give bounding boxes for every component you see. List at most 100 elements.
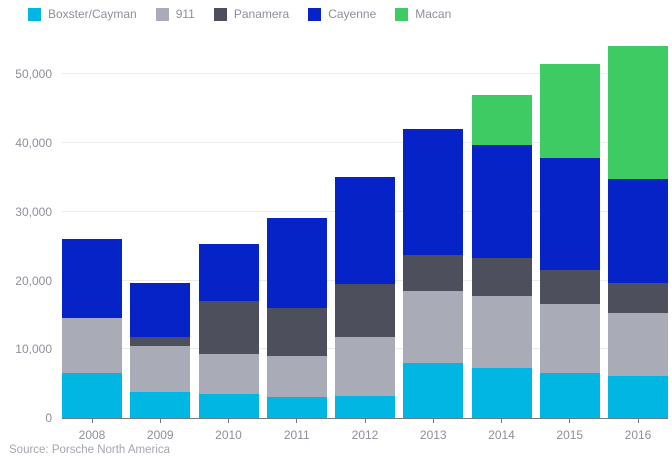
x-axis-cell-2013: 2013 bbox=[403, 419, 463, 442]
bar-segment-2014-panamera bbox=[471, 257, 532, 296]
x-axis-label-2012: 2012 bbox=[351, 428, 379, 442]
bar-segment-2011-panamera bbox=[266, 307, 327, 356]
x-axis: 2008 2009 2010 2011 2012 2013 2014 2015 2016 bbox=[62, 419, 668, 442]
bar-segment-2010-panamera bbox=[198, 301, 259, 355]
x-axis-tick-2011 bbox=[296, 419, 298, 423]
bar-2013 bbox=[403, 128, 464, 418]
bar-segment-2010-911 bbox=[198, 354, 259, 394]
bar-segment-2016-macan bbox=[608, 46, 668, 179]
bar-segment-2012-911 bbox=[335, 336, 395, 396]
bar-segment-2009-cayenne bbox=[130, 282, 191, 337]
x-axis-label-2013: 2013 bbox=[419, 428, 447, 442]
x-axis-cell-2016: 2016 bbox=[608, 419, 668, 442]
bars bbox=[62, 40, 668, 418]
legend: Boxster/Cayman 911 Panamera Cayenne Macan bbox=[28, 7, 451, 21]
bar-segment-2008-boxster-cayman bbox=[62, 373, 122, 418]
y-axis-labels: 0 10,000 20,000 30,000 40,000 50,000 bbox=[0, 40, 52, 424]
bar-segment-2014-boxster-cayman bbox=[471, 368, 532, 418]
bar-2010 bbox=[198, 244, 259, 418]
x-axis-label-2015: 2015 bbox=[556, 428, 584, 442]
legend-item-boxster-cayman: Boxster/Cayman bbox=[28, 7, 137, 21]
bar-segment-2015-911 bbox=[539, 303, 600, 373]
y-axis-label-40000: 40,000 bbox=[15, 136, 52, 151]
bar-segment-2014-cayenne bbox=[471, 145, 532, 258]
bar-2008 bbox=[62, 239, 122, 418]
legend-label: 911 bbox=[175, 7, 195, 21]
source-note: Source: Porsche North America bbox=[9, 444, 171, 456]
x-axis-cell-2008: 2008 bbox=[62, 419, 122, 442]
legend-label: Cayenne bbox=[328, 7, 377, 21]
x-axis-label-2014: 2014 bbox=[488, 428, 515, 442]
bar-segment-2015-panamera bbox=[539, 270, 600, 304]
legend-swatch-icon bbox=[308, 7, 322, 21]
y-axis-label-0: 0 bbox=[45, 411, 52, 425]
bar-segment-2008-cayenne bbox=[62, 239, 122, 318]
legend-swatch-icon bbox=[28, 7, 41, 21]
bar-segment-2014-911 bbox=[471, 295, 532, 369]
bar-segment-2014-macan bbox=[471, 95, 532, 146]
x-axis-cell-2010: 2010 bbox=[199, 419, 259, 442]
bar-segment-2011-cayenne bbox=[266, 218, 327, 308]
legend-item-macan: Macan bbox=[395, 7, 451, 21]
bar-2014 bbox=[471, 95, 532, 418]
legend-label: Macan bbox=[415, 7, 452, 21]
bar-segment-2013-panamera bbox=[403, 255, 464, 291]
legend-swatch-icon bbox=[155, 7, 169, 21]
y-axis-label-20000: 20,000 bbox=[15, 273, 52, 288]
bar-segment-2009-boxster-cayman bbox=[130, 391, 191, 418]
x-axis-label-2009: 2009 bbox=[146, 428, 174, 442]
bar-2012 bbox=[335, 177, 395, 418]
x-axis-tick-2012 bbox=[364, 419, 366, 423]
legend-label: Boxster/Cayman bbox=[48, 7, 137, 21]
bar-segment-2009-911 bbox=[130, 345, 191, 392]
x-axis-label-2010: 2010 bbox=[215, 428, 242, 442]
bar-2009 bbox=[130, 282, 191, 418]
x-axis-tick-2015 bbox=[569, 419, 571, 423]
x-axis-cell-2012: 2012 bbox=[335, 419, 395, 442]
x-axis-label-2016: 2016 bbox=[624, 428, 652, 442]
bar-segment-2016-cayenne bbox=[608, 178, 668, 284]
legend-label: Panamera bbox=[233, 7, 290, 21]
bar-segment-2013-boxster-cayman bbox=[403, 363, 464, 418]
bar-segment-2013-911 bbox=[403, 290, 464, 364]
legend-item-911: 911 bbox=[155, 7, 195, 21]
bar-segment-2012-panamera bbox=[335, 284, 395, 337]
x-axis-tick-2013 bbox=[432, 419, 434, 423]
bar-segment-2010-boxster-cayman bbox=[198, 393, 259, 418]
bar-segment-2015-cayenne bbox=[539, 158, 600, 271]
x-axis-tick-2009 bbox=[159, 419, 161, 423]
y-axis-label-30000: 30,000 bbox=[15, 204, 52, 219]
x-axis-cell-2015: 2015 bbox=[540, 419, 600, 442]
bar-2011 bbox=[266, 218, 327, 418]
legend-swatch-icon bbox=[213, 7, 227, 21]
x-axis-label-2008: 2008 bbox=[78, 428, 106, 442]
x-axis-tick-2010 bbox=[228, 419, 229, 423]
bar-segment-2015-macan bbox=[539, 64, 600, 159]
bar-segment-2015-boxster-cayman bbox=[539, 372, 600, 418]
bar-segment-2012-boxster-cayman bbox=[335, 395, 395, 418]
gridline-50000 bbox=[62, 73, 668, 75]
x-axis-tick-2016 bbox=[637, 419, 639, 423]
legend-item-panamera: Panamera bbox=[213, 7, 290, 21]
bar-segment-2008-911 bbox=[62, 317, 122, 374]
bar-segment-2011-boxster-cayman bbox=[266, 396, 327, 418]
legend-swatch-icon bbox=[395, 7, 409, 21]
x-axis-tick-2008 bbox=[91, 419, 93, 423]
bar-2015 bbox=[539, 64, 600, 418]
legend-item-cayenne: Cayenne bbox=[308, 7, 376, 21]
x-axis-tick-2014 bbox=[501, 419, 502, 423]
plot-area bbox=[62, 40, 668, 419]
x-axis-cell-2011: 2011 bbox=[267, 419, 327, 442]
bar-segment-2009-panamera bbox=[130, 336, 191, 346]
bar-segment-2011-911 bbox=[266, 355, 327, 397]
bar-segment-2016-panamera bbox=[608, 283, 668, 313]
bar-segment-2016-911 bbox=[608, 312, 668, 376]
bar-segment-2013-cayenne bbox=[403, 128, 464, 256]
y-axis-label-10000: 10,000 bbox=[15, 342, 52, 357]
x-axis-label-2011: 2011 bbox=[283, 428, 310, 442]
bar-2016 bbox=[608, 46, 668, 418]
bar-segment-2010-cayenne bbox=[198, 244, 259, 302]
bar-segment-2016-boxster-cayman bbox=[608, 375, 668, 418]
bar-segment-2012-cayenne bbox=[335, 177, 395, 285]
